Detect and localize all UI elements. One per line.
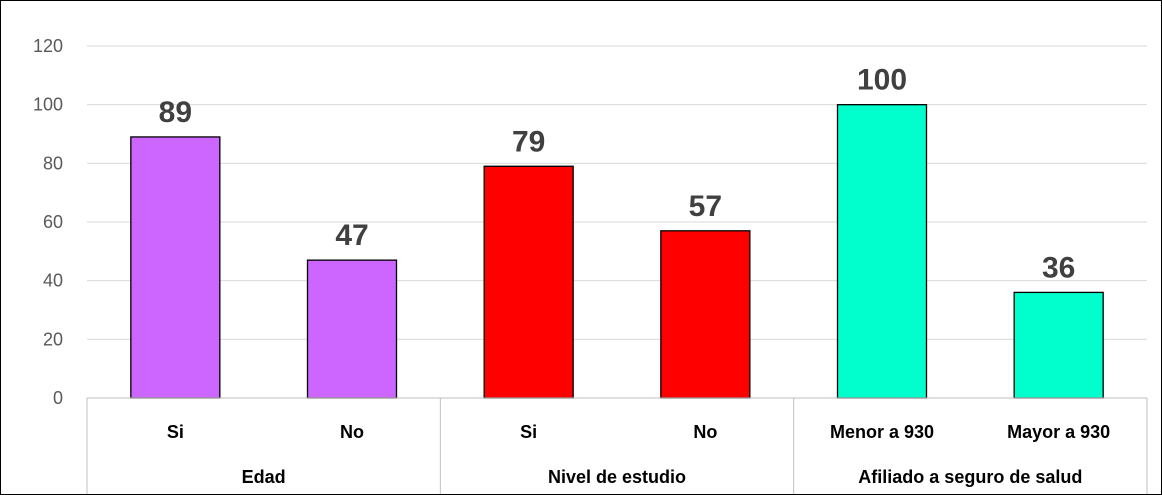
category-label: Mayor a 930	[1007, 422, 1110, 442]
bar	[661, 231, 750, 398]
y-tick-label: 0	[53, 388, 63, 408]
bar	[484, 166, 573, 398]
bar	[131, 137, 220, 398]
y-tick-label: 100	[33, 95, 63, 115]
data-label: 47	[335, 219, 368, 252]
data-label: 36	[1042, 251, 1075, 284]
group-label: Nivel de estudio	[548, 467, 686, 487]
category-label: No	[340, 422, 364, 442]
category-label: No	[693, 422, 717, 442]
data-label: 100	[857, 64, 907, 97]
y-tick-label: 40	[43, 271, 63, 291]
data-label: 79	[512, 125, 545, 158]
category-label: Menor a 930	[830, 422, 934, 442]
x-axis: Si No Edad Si No Nivel de estudio Menor a 930 M…	[87, 398, 1147, 494]
y-axis-tick-labels: 0 20 40 60 80 100 120	[33, 36, 63, 408]
bars	[131, 105, 1103, 398]
bar	[308, 260, 397, 398]
y-tick-label: 20	[43, 329, 63, 349]
gridlines	[87, 46, 1147, 339]
y-tick-label: 80	[43, 153, 63, 173]
data-labels: 89 47 79 57 100 36	[159, 64, 1076, 285]
bar	[838, 105, 927, 398]
data-label: 57	[689, 190, 722, 223]
data-label: 89	[159, 96, 192, 129]
bar	[1014, 292, 1103, 398]
group-label: Edad	[242, 467, 286, 487]
y-tick-label: 60	[43, 212, 63, 232]
group-label: Afiliado a seguro de salud	[858, 467, 1082, 487]
y-tick-label: 120	[33, 36, 63, 56]
category-label: Si	[520, 422, 537, 442]
category-label: Si	[167, 422, 184, 442]
